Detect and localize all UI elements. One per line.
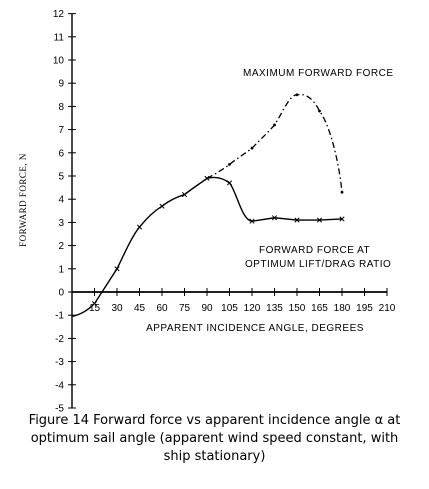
x-tick-label: 75 xyxy=(179,303,191,314)
optimum-data-point xyxy=(294,217,300,223)
y-tick-label: -1 xyxy=(55,311,64,322)
optimum-data-point xyxy=(339,216,345,222)
max-force-annotation: MAXIMUM FORWARD FORCE xyxy=(243,68,394,79)
optimum-annotation-line2: OPTIMUM LIFT/DRAG RATIO xyxy=(245,259,391,270)
optimum-data-point xyxy=(316,217,323,223)
max-force-data-point xyxy=(318,109,321,113)
y-tick-label: 0 xyxy=(58,288,64,299)
optimum-data-point xyxy=(204,175,210,181)
maximum-forward-force-curve xyxy=(206,93,343,193)
optimum-data-point xyxy=(114,266,120,272)
x-axis-label: APPARENT INCIDENCE ANGLE, DEGREES xyxy=(146,323,364,334)
y-tick-label: 8 xyxy=(58,102,64,113)
y-tick-label: 11 xyxy=(54,32,65,43)
x-tick-label: 210 xyxy=(379,303,396,314)
y-tick-label: 5 xyxy=(58,172,64,183)
max-force-data-point xyxy=(228,163,231,166)
x-tick-label: 150 xyxy=(289,303,306,314)
max-force-data-point xyxy=(295,93,299,97)
optimum-data-point xyxy=(249,218,255,224)
caption-line-3: ship stationary) xyxy=(163,449,266,464)
max-force-data-point xyxy=(273,123,276,127)
y-tick-label: -5 xyxy=(55,404,64,413)
x-tick-label: 135 xyxy=(266,303,283,314)
x-tick-label: 120 xyxy=(244,303,261,314)
x-tick-label: 60 xyxy=(156,303,168,314)
x-tick-label: 165 xyxy=(311,303,328,314)
optimum-data-point xyxy=(159,203,165,209)
y-tick-label: 7 xyxy=(58,125,64,136)
x-tick-label: 180 xyxy=(334,303,351,314)
y-tick-label: -2 xyxy=(55,334,64,345)
x-tick-label: 45 xyxy=(134,303,146,314)
max-force-data-point xyxy=(340,190,344,194)
caption-line-2: optimum sail angle (apparent wind speed … xyxy=(30,431,399,446)
y-tick-label: -3 xyxy=(55,357,64,368)
y-tick-label: 2 xyxy=(58,241,64,252)
optimum-data-point xyxy=(226,180,233,186)
y-tick-label: -4 xyxy=(55,380,64,391)
figure-caption: Figure 14 Forward force vs apparent inci… xyxy=(0,412,429,466)
y-tick-label: 6 xyxy=(58,148,64,159)
y-tick-label: 3 xyxy=(58,218,64,229)
y-tick-label: 10 xyxy=(53,56,65,67)
optimum-data-point xyxy=(181,192,188,198)
y-tick-label: 1 xyxy=(58,264,64,275)
x-tick-label: 90 xyxy=(201,303,213,314)
optimum-annotation-line1: FORWARD FORCE AT xyxy=(259,245,370,256)
x-tick-label: 195 xyxy=(356,303,373,314)
optimum-data-point xyxy=(271,215,278,221)
optimum-data-point xyxy=(136,224,143,230)
y-tick-label: 9 xyxy=(58,79,64,90)
x-tick-label: 105 xyxy=(221,303,238,314)
caption-line-1: Figure 14 Forward force vs apparent inci… xyxy=(28,413,401,428)
max-force-data-point xyxy=(250,146,254,150)
y-tick-label: 12 xyxy=(53,9,65,20)
y-axis-label: FORWARD FORCE, N xyxy=(18,153,28,247)
y-tick-label: 4 xyxy=(58,195,64,206)
x-tick-label: 30 xyxy=(111,303,123,314)
optimum-data-point xyxy=(91,301,98,307)
x-tick-label: 15 xyxy=(89,303,101,314)
